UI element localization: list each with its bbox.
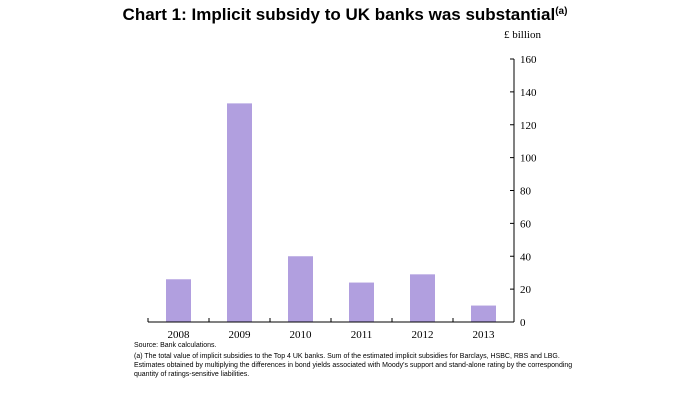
chart-title-footnote-marker: (a) (555, 6, 568, 17)
bars-group (166, 103, 496, 322)
x-tick-label-2012: 2012 (412, 329, 434, 340)
bar-2010 (288, 256, 313, 322)
chart-title: Chart 1: Implicit subsidy to UK banks wa… (0, 5, 690, 25)
bar-2013 (471, 305, 496, 322)
y-tick-label-100: 100 (520, 153, 537, 165)
y-tick-label-160: 160 (520, 54, 537, 66)
source-note: Source: Bank calculations. (134, 342, 217, 349)
bar-2012 (410, 274, 435, 322)
x-tick-label-2013: 2013 (473, 329, 496, 340)
bar-2008 (166, 279, 191, 322)
x-tick-label-2011: 2011 (351, 329, 373, 340)
bar-chart: 2008 2009 2010 2011 2012 2013 0 20 40 60 80 100 120 1… (147, 54, 537, 340)
y-tick-label-60: 60 (520, 218, 532, 230)
axes-group: 2008 2009 2010 2011 2012 2013 0 20 40 60 80 100 120 1… (147, 54, 537, 340)
footnotes: Source: Bank calculations. (a) The total… (134, 341, 574, 381)
y-tick-label-80: 80 (520, 186, 532, 198)
x-tick-label-2008: 2008 (168, 329, 191, 340)
y-tick-label-120: 120 (520, 120, 537, 132)
y-tick-label-20: 20 (520, 284, 532, 296)
chart-title-text: Chart 1: Implicit subsidy to UK banks wa… (122, 5, 556, 24)
footnote-a: (a) The total value of implicit subsidie… (134, 353, 573, 378)
y-tick-label-40: 40 (520, 251, 532, 263)
x-tick-label-2010: 2010 (290, 329, 313, 340)
x-tick-label-2009: 2009 (229, 329, 252, 340)
bar-2011 (349, 282, 374, 322)
bar-2009 (227, 103, 252, 322)
y-axis-unit-label: £ billion (504, 29, 541, 41)
y-tick-label-140: 140 (520, 87, 537, 99)
y-tick-label-0: 0 (520, 317, 526, 329)
